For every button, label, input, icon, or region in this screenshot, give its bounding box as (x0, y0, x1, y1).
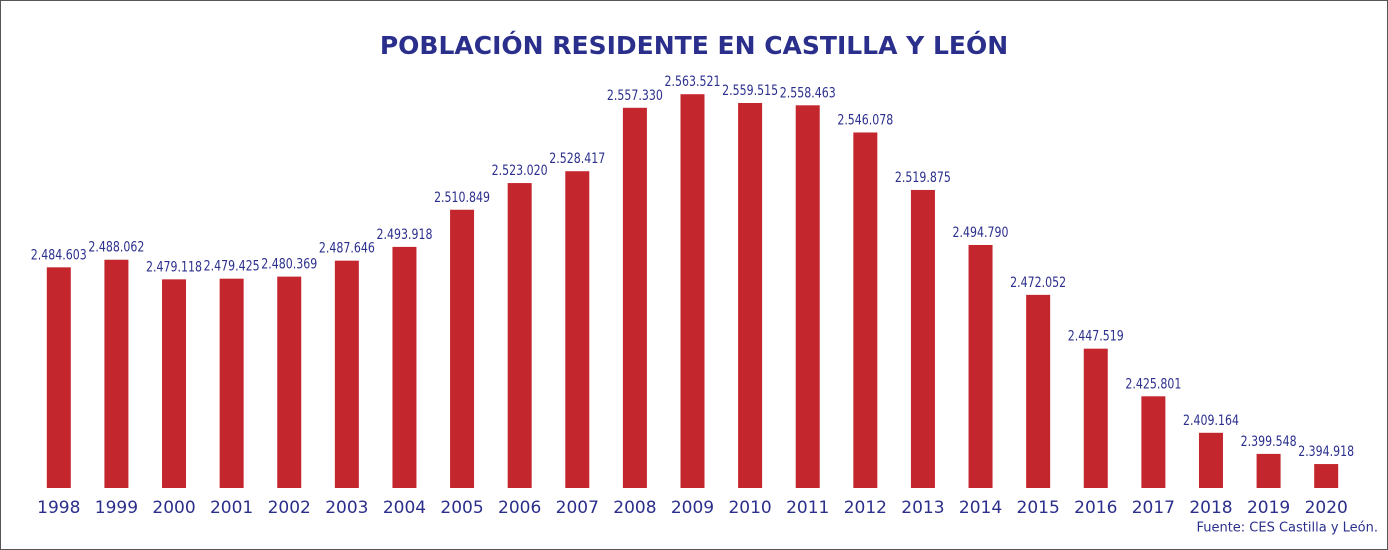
value-label: 2.487.646 (319, 241, 375, 257)
x-tick-label: 2014 (959, 498, 1002, 518)
bar (565, 171, 590, 488)
bar (219, 278, 244, 488)
value-label: 2.425.801 (1125, 376, 1181, 392)
x-tick-label: 2011 (786, 498, 829, 518)
value-label: 2.528.417 (549, 151, 605, 167)
bar (450, 209, 475, 488)
bar (968, 244, 993, 488)
bar (1256, 453, 1281, 488)
value-label: 2.394.918 (1298, 444, 1354, 460)
x-tick-label: 1999 (95, 498, 138, 518)
value-label: 2.519.875 (895, 170, 951, 186)
value-label: 2.559.515 (722, 83, 778, 99)
x-tick-label: 2017 (1132, 498, 1175, 518)
x-tick-label: 2020 (1305, 498, 1348, 518)
bar (1314, 464, 1339, 488)
value-label: 2.523.020 (492, 163, 548, 179)
x-tick-label: 2018 (1189, 498, 1232, 518)
bar (277, 276, 302, 488)
value-label: 2.399.548 (1241, 434, 1297, 450)
value-label: 2.484.603 (31, 247, 87, 263)
value-label: 2.447.519 (1068, 329, 1124, 345)
value-label: 2.488.062 (88, 240, 144, 256)
bar (162, 279, 187, 488)
x-tick-label: 2001 (210, 498, 253, 518)
x-tick-label: 2015 (1017, 498, 1060, 518)
source-note: Fuente: CES Castilla y León. (1196, 521, 1378, 536)
bar (507, 183, 532, 488)
x-tick-label: 2013 (901, 498, 944, 518)
bar (1026, 294, 1051, 488)
value-label: 2.479.118 (146, 259, 202, 275)
bar (1198, 432, 1223, 488)
bar (104, 259, 129, 488)
bar (334, 260, 359, 488)
x-tick-label: 2016 (1074, 498, 1117, 518)
x-tick-label: 2005 (440, 498, 483, 518)
value-label: 2.479.425 (204, 259, 260, 275)
value-label: 2.557.330 (607, 88, 663, 104)
value-label: 2.493.918 (376, 227, 432, 243)
value-label: 2.510.849 (434, 190, 490, 206)
value-label: 2.546.078 (837, 112, 893, 128)
value-label: 2.563.521 (665, 74, 721, 90)
bar (1083, 348, 1108, 488)
x-tick-label: 2008 (613, 498, 656, 518)
bar (853, 132, 878, 488)
x-tick-label: 2003 (325, 498, 368, 518)
bar (680, 94, 705, 488)
x-tick-label: 2012 (844, 498, 887, 518)
x-tick-label: 2002 (268, 498, 311, 518)
x-tick-label: 2007 (556, 498, 599, 518)
bar (795, 105, 820, 488)
chart-title: POBLACIÓN RESIDENTE EN CASTILLA Y LEÓN (380, 30, 1008, 60)
x-tick-label: 2009 (671, 498, 714, 518)
bar (910, 189, 935, 489)
value-label: 2.472.052 (1010, 275, 1066, 291)
bar (622, 107, 647, 488)
x-tick-label: 2019 (1247, 498, 1290, 518)
bar (738, 102, 763, 488)
x-tick-label: 2006 (498, 498, 541, 518)
value-label: 2.480.369 (261, 257, 317, 273)
bar (46, 267, 71, 488)
bar (392, 246, 417, 488)
x-tick-label: 2004 (383, 498, 426, 518)
x-tick-label: 2010 (728, 498, 771, 518)
value-label: 2.409.164 (1183, 413, 1239, 429)
value-label: 2.558.463 (780, 85, 836, 101)
value-label: 2.494.790 (953, 225, 1009, 241)
x-tick-label: 1998 (37, 498, 80, 518)
x-tick-label: 2000 (152, 498, 195, 518)
bar (1141, 396, 1166, 488)
